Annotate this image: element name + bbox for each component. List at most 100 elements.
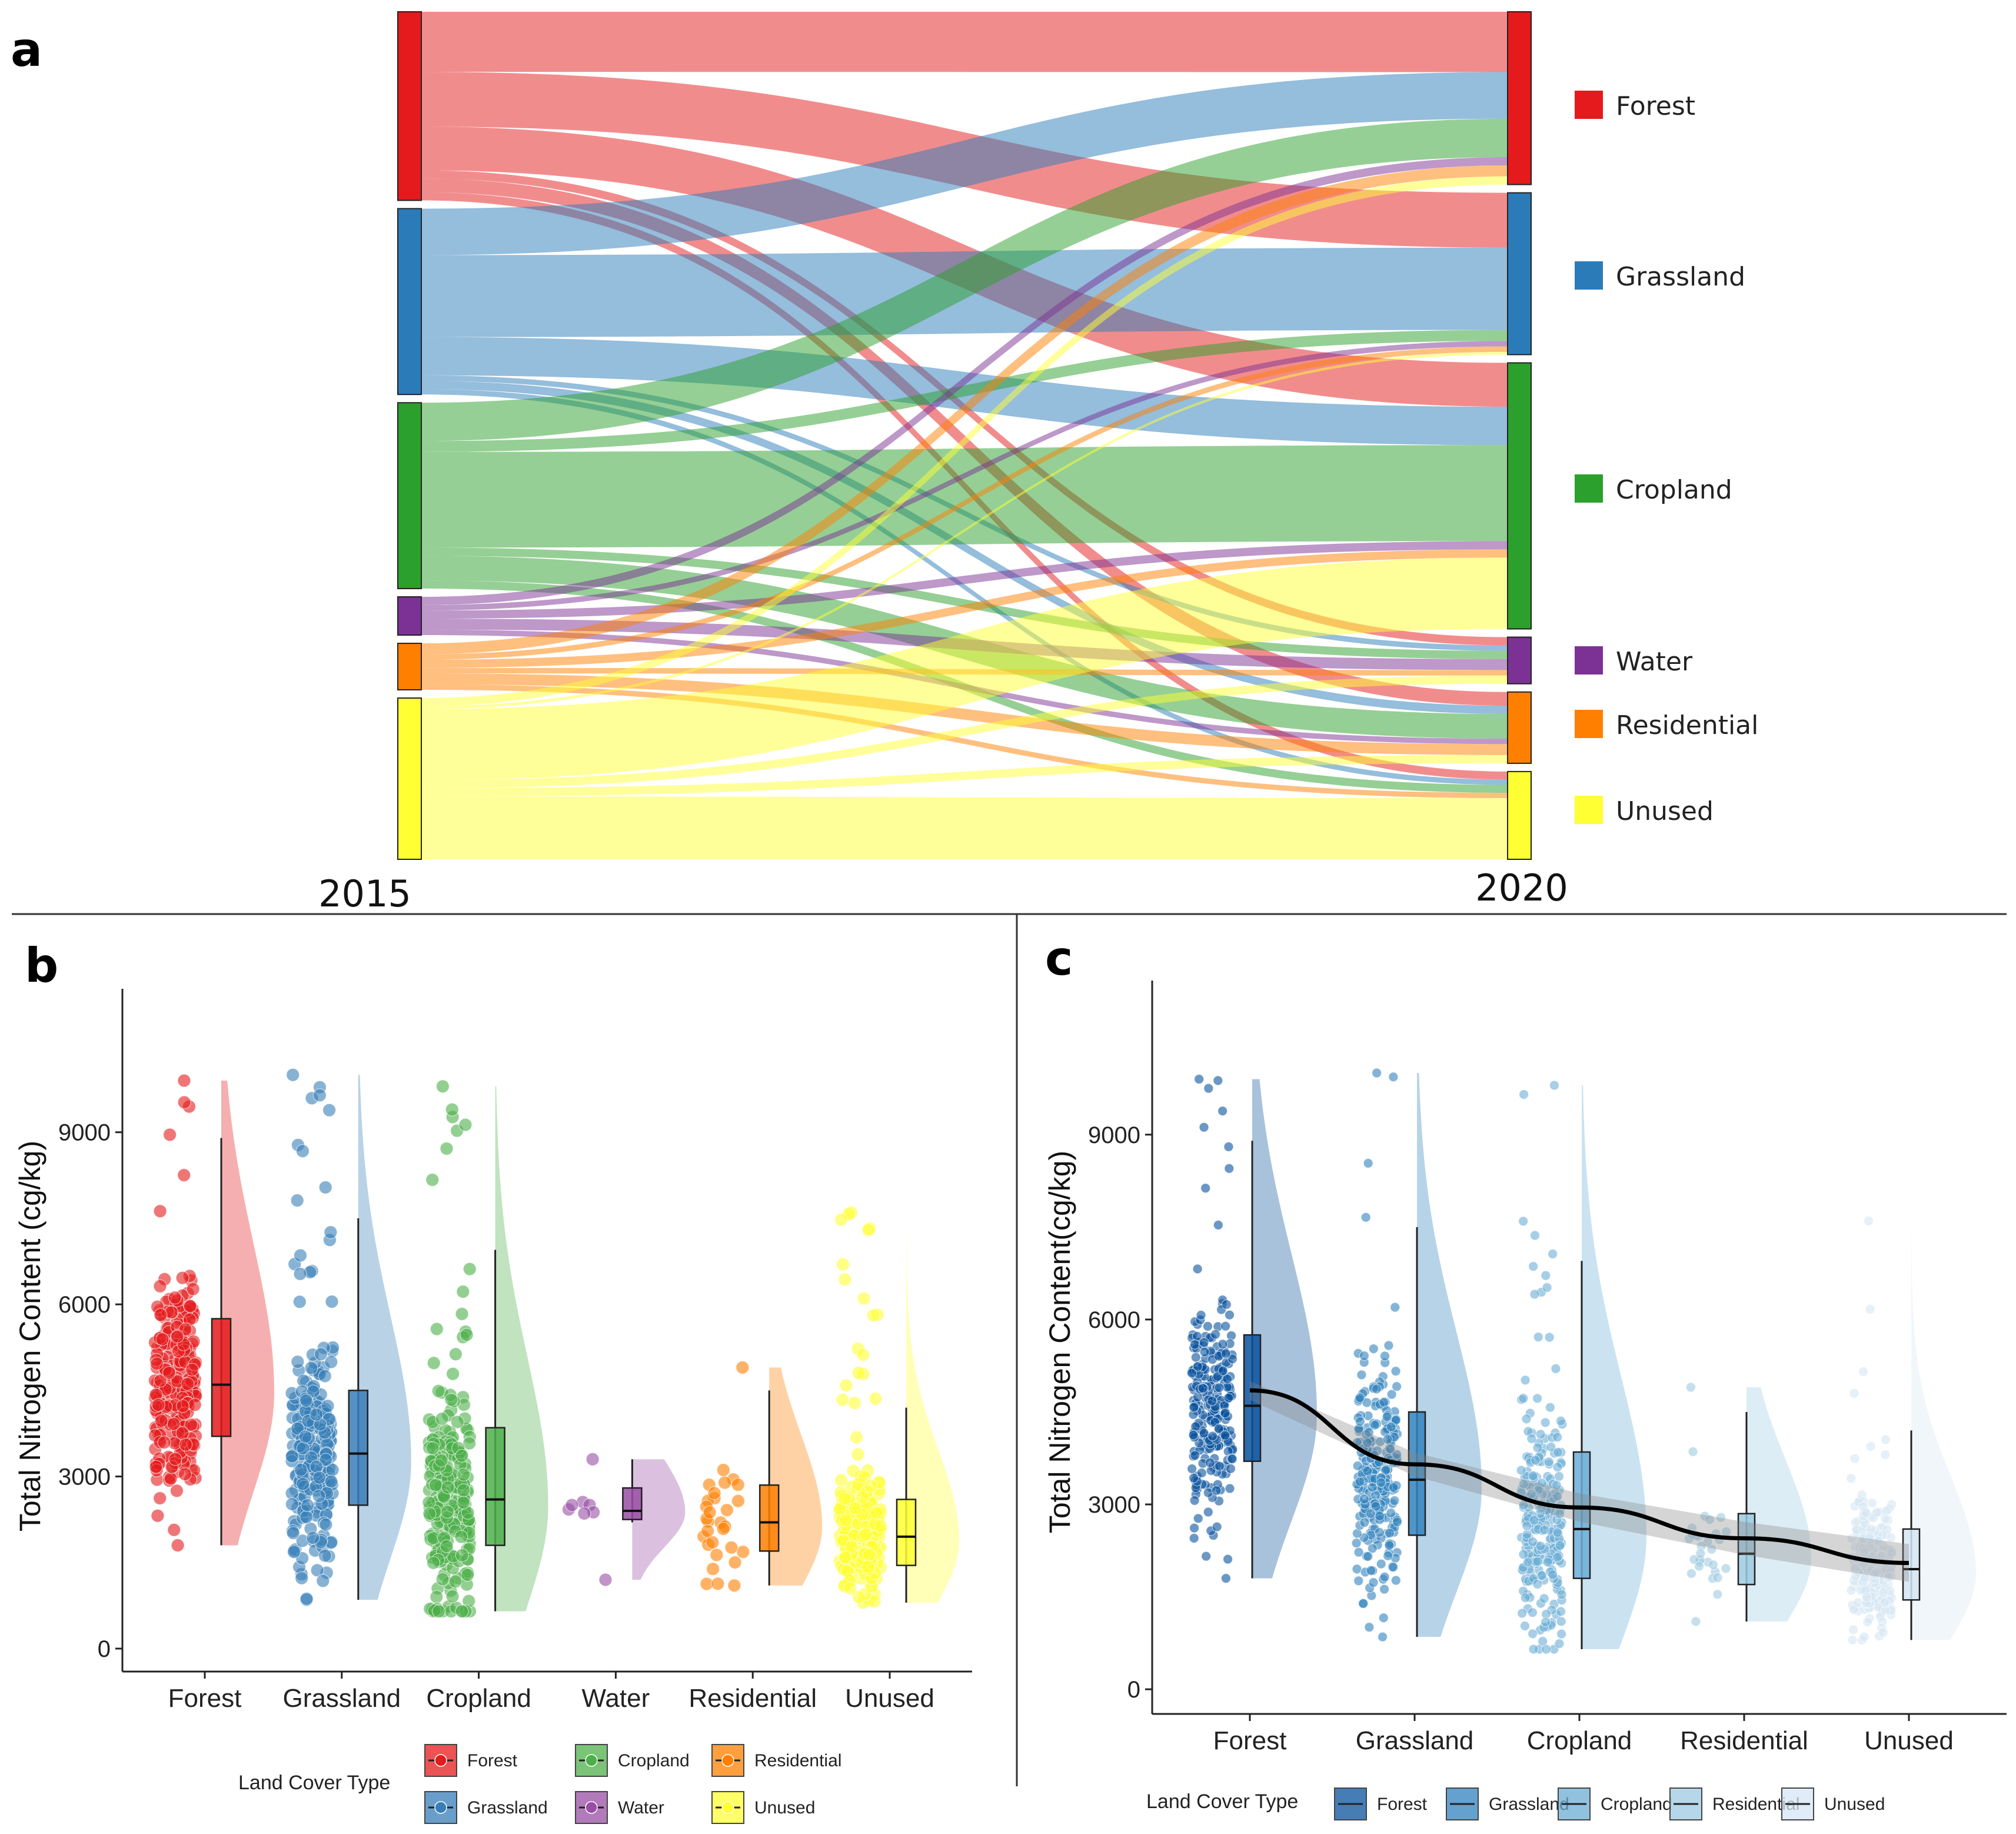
chart-b-point xyxy=(728,1555,742,1570)
chart-b-point xyxy=(839,1513,853,1527)
chart-b-legend-swatch-dot-grassland xyxy=(434,1801,447,1814)
chart-c-point xyxy=(1541,1644,1552,1654)
chart-c-point xyxy=(1389,1496,1400,1506)
chart-b-point xyxy=(444,1393,458,1407)
chart-b-point xyxy=(861,1560,875,1574)
chart-b-point xyxy=(456,1496,471,1510)
chart-c-point xyxy=(1879,1597,1890,1608)
chart-b-point xyxy=(716,1521,730,1536)
chart-c-point xyxy=(1846,1585,1857,1596)
chart-b-legend-swatch-dot-water xyxy=(585,1801,598,1814)
sankey-node-2015-unused xyxy=(397,697,422,860)
chart-b-ytick-label-0: 0 xyxy=(98,1636,111,1662)
chart-b-point xyxy=(440,1504,454,1519)
chart-c-cloud-forest xyxy=(1252,1079,1317,1579)
chart-c-point xyxy=(1530,1455,1541,1466)
chart-c-point xyxy=(1721,1563,1731,1574)
chart-c-point xyxy=(1858,1366,1869,1377)
chart-c-point xyxy=(1223,1393,1234,1403)
panel-label-c: c xyxy=(1045,931,1073,986)
chart-b-point xyxy=(577,1506,591,1521)
chart-c-point xyxy=(1532,1556,1543,1567)
chart-b-legend-label-water: Water xyxy=(618,1798,664,1818)
chart-c-point xyxy=(1863,1215,1874,1226)
chart-c-point xyxy=(1201,1551,1212,1561)
chart-c-point xyxy=(1529,1514,1539,1526)
chart-c-point xyxy=(1214,1461,1225,1471)
sankey-flow-residential-to-cropland xyxy=(421,549,1508,668)
chart-c-point xyxy=(1532,1443,1543,1453)
sankey-flow-residential-to-forest xyxy=(421,165,1508,654)
chart-c-point xyxy=(1386,1421,1396,1433)
chart-c-point xyxy=(1362,1437,1373,1448)
chart-c-point xyxy=(1189,1402,1199,1413)
chart-c-point xyxy=(1533,1331,1543,1343)
sankey-legend-swatch-cropland xyxy=(1575,474,1603,503)
chart-c-point xyxy=(1850,1571,1861,1582)
chart-b-box-unused xyxy=(896,1499,917,1566)
chart-c: 0 3000 6000 9000 Forest Grassland Cropland Resi… xyxy=(1043,981,2007,1820)
sankey-flow-forest-to-forest xyxy=(421,12,1508,72)
chart-c-point xyxy=(1543,1457,1554,1467)
chart-c-point xyxy=(1528,1261,1539,1272)
chart-b-point xyxy=(445,1589,460,1603)
chart-b-legend-swatch-dot-forest xyxy=(434,1754,447,1767)
chart-c-points-grassland xyxy=(1351,1068,1403,1642)
chart-c-point xyxy=(1376,1559,1386,1569)
chart-b-point xyxy=(852,1590,866,1604)
chart-c-point xyxy=(1189,1523,1200,1533)
chart-b-point xyxy=(727,1579,741,1593)
chart-c-point xyxy=(1520,1593,1531,1603)
chart-c-point xyxy=(1225,1463,1236,1474)
chart-c-legend-title: Land Cover Type xyxy=(1146,1790,1298,1813)
chart-b-point xyxy=(324,1225,338,1240)
chart-b-point xyxy=(153,1279,167,1293)
chart-b-point xyxy=(840,1564,854,1578)
chart-c-points-unused xyxy=(1846,1215,1897,1645)
chart-c-point xyxy=(1527,1629,1538,1639)
sankey-flow-water-to-grassland xyxy=(421,341,1508,611)
chart-b-box-grassland xyxy=(348,1390,369,1506)
chart-b-point xyxy=(312,1470,327,1485)
chart-b-ytick-label-3000: 3000 xyxy=(58,1464,111,1490)
chart-c-point xyxy=(1220,1408,1230,1418)
chart-c-point xyxy=(1379,1397,1389,1408)
chart-c-point xyxy=(1685,1382,1696,1393)
chart-c-point xyxy=(1519,1620,1530,1632)
sankey-flow-unused-to-cropland xyxy=(421,557,1508,780)
chart-b-point xyxy=(157,1436,171,1450)
chart-c-point xyxy=(1197,1383,1208,1394)
chart-c-point xyxy=(1518,1479,1529,1490)
chart-c-point xyxy=(1553,1471,1565,1481)
chart-c-point xyxy=(1539,1593,1549,1604)
chart-c-legend-label-unused: Unused xyxy=(1824,1795,1885,1814)
sankey-flow-cropland-to-water xyxy=(421,547,1508,659)
chart-b-point xyxy=(445,1102,459,1117)
chart-c-point xyxy=(1878,1587,1889,1598)
chart-c-box-cropland xyxy=(1572,1451,1591,1579)
chart-b-cloud-grassland xyxy=(358,1075,411,1600)
chart-c-point xyxy=(1210,1329,1221,1340)
chart-b-point xyxy=(149,1460,163,1474)
chart-b-point xyxy=(295,1571,309,1585)
chart-b-point xyxy=(179,1437,193,1452)
chart-c-point xyxy=(1390,1575,1401,1586)
sankey-legend-swatch-water xyxy=(1575,646,1603,675)
sankey-flow-cropland-to-cropland xyxy=(421,445,1508,548)
chart-b-point xyxy=(455,1604,469,1619)
chart-c-point xyxy=(1518,1549,1529,1560)
chart-b-point xyxy=(450,1415,465,1429)
sankey-flow-grassland-to-unused xyxy=(421,388,1508,785)
sankey-node-2020-grassland xyxy=(1507,192,1532,355)
sankey-flow-unused-to-unused xyxy=(421,796,1508,859)
chart-c-point xyxy=(1881,1506,1892,1516)
chart-c-point xyxy=(1379,1351,1390,1361)
chart-c-point xyxy=(1367,1543,1378,1554)
chart-c-point xyxy=(1385,1444,1396,1454)
chart-c-cloud-cropland xyxy=(1582,1085,1646,1650)
chart-c-point xyxy=(1378,1613,1389,1623)
chart-b-plot xyxy=(148,1068,959,1619)
sankey-node-2015-water xyxy=(397,596,422,636)
chart-c-point xyxy=(1370,1501,1381,1511)
